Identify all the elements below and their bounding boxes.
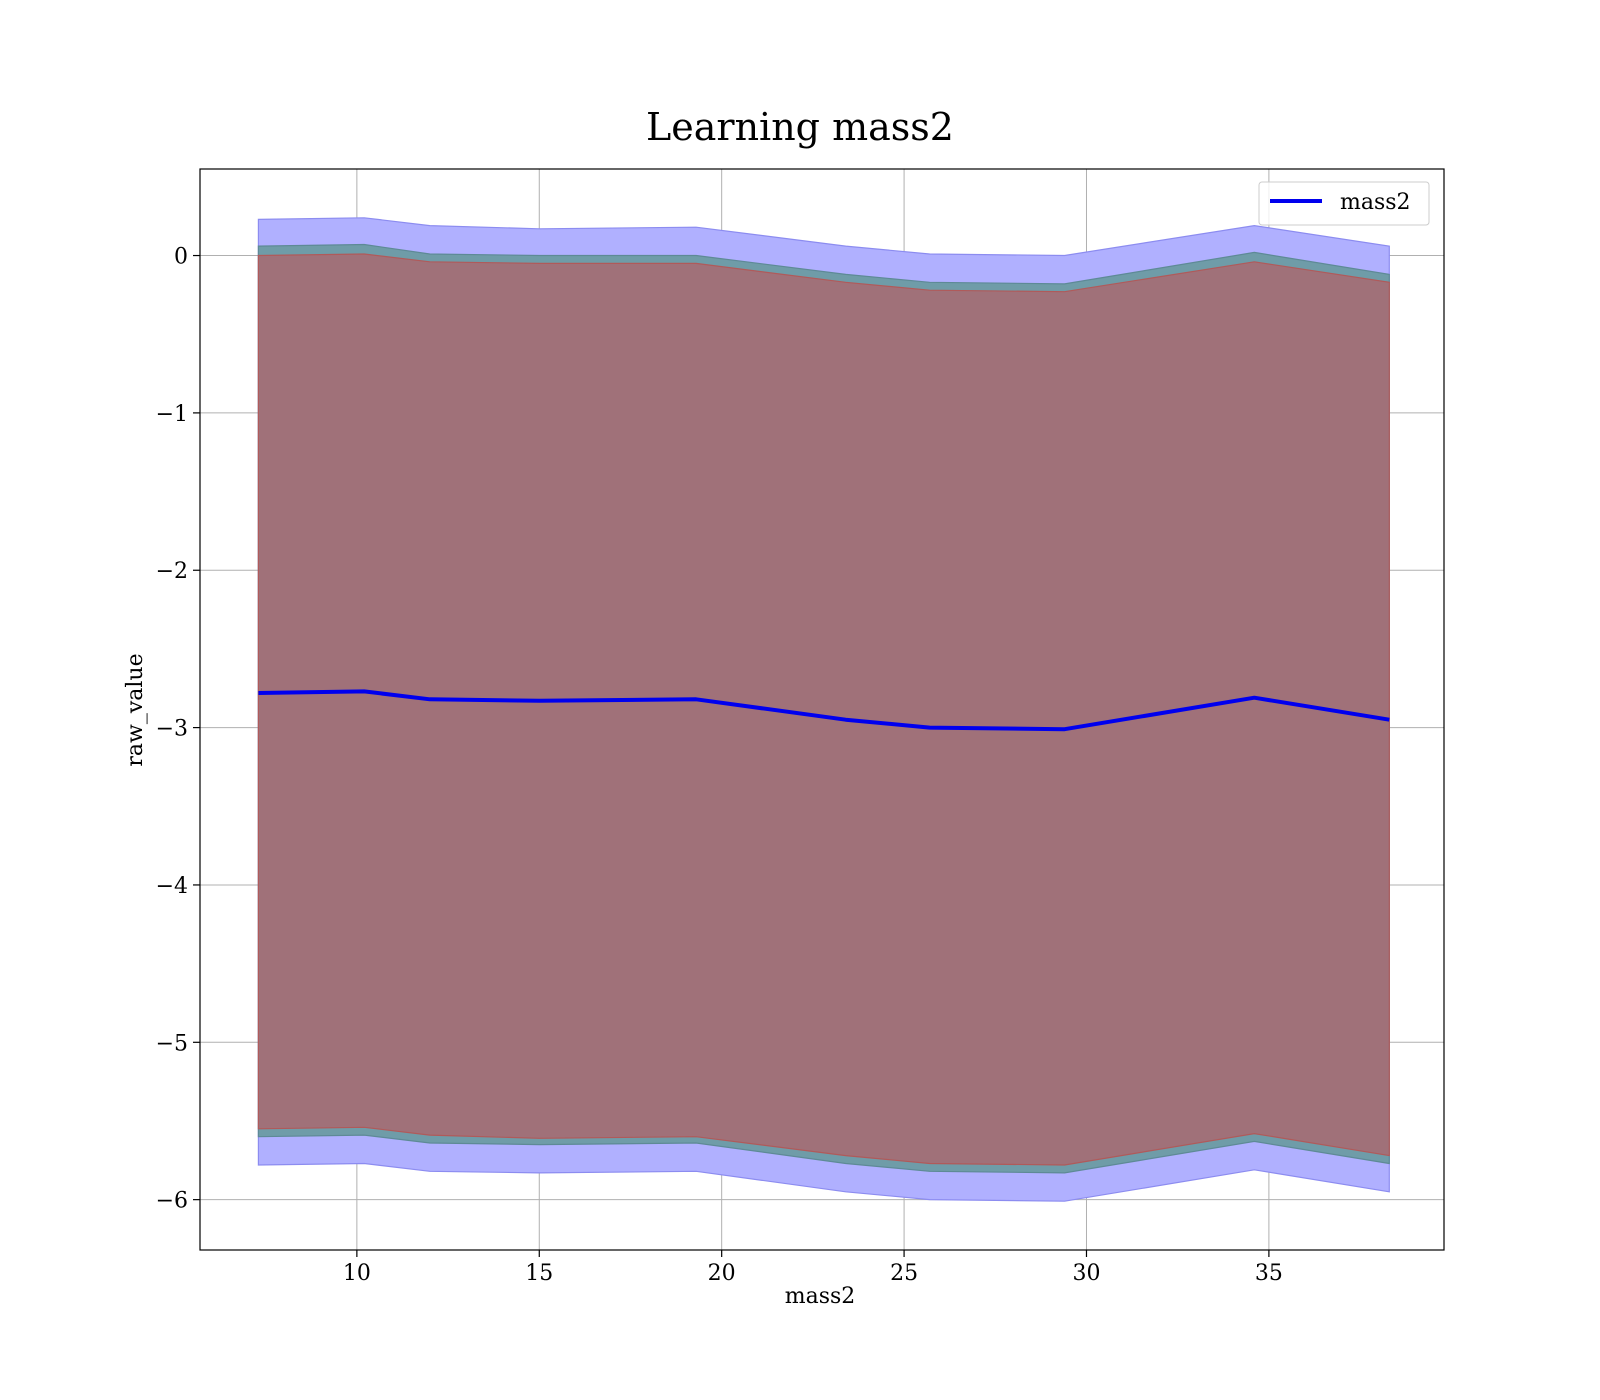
plot-border	[199, 168, 1445, 1251]
legend-box	[1258, 181, 1430, 226]
x-axis-ticks: 10 15 20 25 30 35	[343, 1250, 1283, 1286]
y-tick-label: −1	[156, 402, 188, 427]
x-tick-label: 35	[1255, 1261, 1283, 1286]
x-tick-label: 15	[525, 1261, 553, 1286]
y-axis-ticks: 0 −1 −2 −3 −4 −5 −6	[156, 245, 200, 1214]
x-tick-label: 10	[343, 1261, 371, 1286]
uncertainty-bands	[257, 217, 1390, 1202]
legend-label: mass2	[1340, 190, 1411, 215]
confidence-band-3	[257, 253, 1390, 1166]
plot-frame	[199, 168, 1445, 1251]
series-line-mass2	[258, 689, 1390, 732]
y-axis-label: raw_value	[123, 653, 148, 766]
y-tick-label: −6	[156, 1189, 188, 1214]
y-tick-label: −3	[156, 717, 188, 742]
y-tick-label: −2	[156, 559, 188, 584]
y-tick-label: −4	[156, 874, 188, 899]
x-axis-label: mass2	[785, 1284, 856, 1309]
x-tick-label: 25	[890, 1261, 918, 1286]
x-tick-label: 30	[1072, 1261, 1100, 1286]
series-lines	[258, 689, 1390, 732]
x-tick-label: 20	[708, 1261, 736, 1286]
legend: mass2	[1258, 181, 1430, 226]
y-tick-label: −5	[156, 1031, 188, 1056]
chart-title: Learning mass2	[646, 105, 954, 149]
y-tick-label: 0	[174, 245, 188, 270]
